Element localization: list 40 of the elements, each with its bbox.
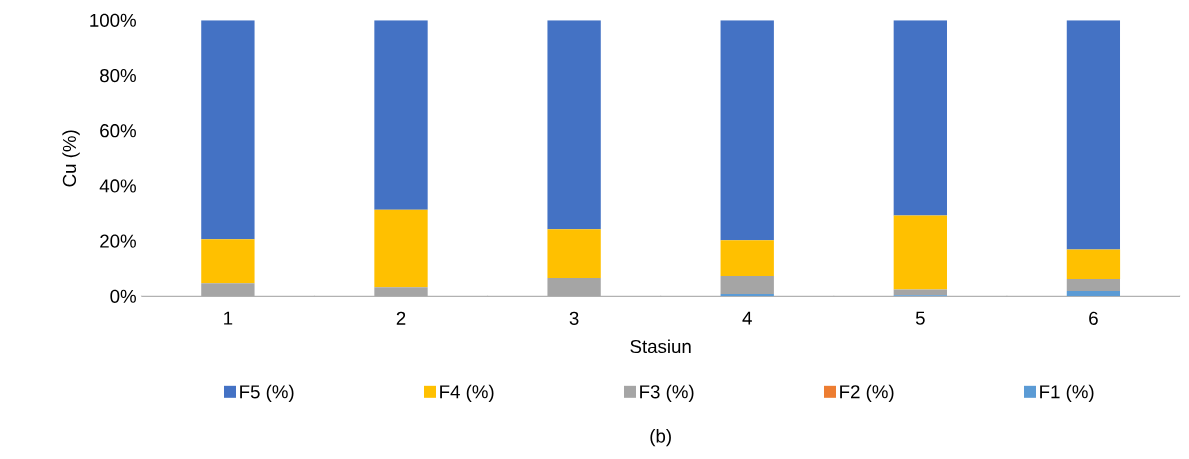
bar — [374, 287, 428, 297]
y-tick-label: 20% — [100, 234, 136, 248]
y-tick-label: 40% — [99, 179, 136, 193]
legend-label: F1 (%) — [1040, 384, 1094, 403]
bar — [374, 209, 428, 288]
y-tick-label: 0% — [110, 289, 136, 303]
legend-label: F3 (%) — [640, 384, 694, 403]
legend-label: F2 (%) — [840, 384, 894, 403]
x-tick-label: 1 — [224, 311, 233, 325]
x-tick-label: 4 — [742, 311, 752, 325]
y-tick-label: 100% — [90, 13, 136, 27]
bar — [547, 229, 601, 279]
bar — [1066, 249, 1121, 279]
bar — [201, 283, 255, 297]
x-tick-label: 5 — [915, 311, 925, 325]
bar — [1066, 20, 1121, 250]
bar — [547, 278, 601, 297]
y-axis-title: Cu (%) — [62, 130, 80, 187]
bar — [720, 275, 774, 295]
bar — [893, 215, 947, 290]
y-tick-label: 60% — [100, 124, 136, 138]
legend-label: F4 (%) — [440, 384, 494, 403]
bar — [201, 239, 255, 284]
y-tick-label: 80% — [100, 68, 136, 83]
bar — [893, 20, 947, 216]
x-tick-label: 3 — [569, 311, 579, 325]
x-tick-label: 2 — [396, 311, 406, 325]
bar — [720, 20, 774, 241]
bar — [720, 240, 774, 276]
x-tick-label: 6 — [1089, 311, 1098, 325]
bar — [720, 294, 774, 297]
bar — [893, 289, 947, 296]
x-axis-title: Stasiun — [630, 339, 691, 354]
bar — [201, 20, 255, 240]
bar — [374, 20, 428, 210]
legend-label: F5 (%) — [240, 384, 294, 403]
text: (b) — [650, 428, 671, 447]
bar — [547, 20, 601, 230]
bar — [1066, 278, 1121, 292]
bar — [1066, 291, 1121, 297]
